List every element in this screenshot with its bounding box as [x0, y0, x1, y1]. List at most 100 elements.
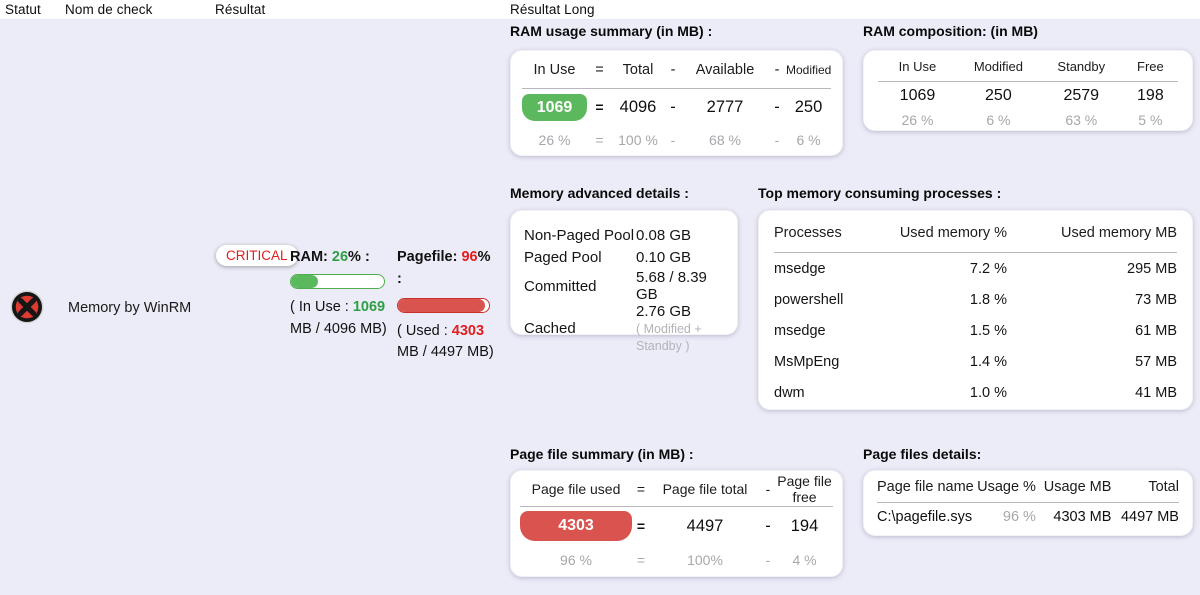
minus-sign: - — [765, 480, 771, 497]
total-mb: 4497 MB — [1120, 509, 1179, 525]
process-name: msedge — [774, 260, 826, 277]
process-mem-mb: 57 MB — [1135, 353, 1177, 370]
process-name: msedge — [774, 322, 826, 339]
ram-usage-summary-values-row: 1069 = 4096 - 2777 - 250 — [522, 89, 831, 125]
col-total: Total — [1148, 478, 1179, 495]
pagefile-details-row: C:\pagefile.sys 96 % 4303 MB 4497 MB — [877, 503, 1179, 531]
ram-composition-header-row: In Use Modified Standby Free — [878, 51, 1178, 82]
pagefile-gauge-detail: ( Used : 4303 MB / 4497 MB) — [397, 321, 497, 365]
pagefile-gauge: Pagefile: 96% : ( Used : 4303 MB / 4497 … — [397, 247, 497, 364]
free-percent: 5 % — [1138, 112, 1163, 128]
process-row: MsMpEng 1.4 % 57 MB — [774, 346, 1177, 377]
minus-sign: - — [765, 552, 771, 568]
modified-percent: 6 % — [986, 112, 1011, 128]
equals-sign: = — [595, 99, 604, 115]
modified-percent: 6 % — [796, 132, 821, 148]
process-row: powershell 1.8 % 73 MB — [774, 284, 1177, 315]
ram-composition-card: In Use Modified Standby Free 1069 250 25… — [863, 50, 1193, 131]
advanced-row: Committed 5.68 / 8.39 GB — [524, 269, 724, 303]
ram-usage-summary-card: In Use = Total - Available - Modified 10… — [510, 50, 843, 156]
total-value: 4096 — [619, 97, 657, 116]
advanced-row: Paged Pool 0.10 GB — [524, 247, 724, 270]
col-standby: Standby — [1057, 58, 1106, 74]
col-in-use: In Use — [898, 58, 937, 74]
ram-progress-bar — [290, 273, 385, 289]
ram-usage-summary-header-row: In Use = Total - Available - Modified — [522, 51, 831, 89]
equals-sign: = — [636, 552, 646, 568]
column-header-nom-de-check[interactable]: Nom de check — [65, 2, 153, 17]
page-file-used-badge: 4303 — [520, 511, 632, 541]
ram-composition-values-row: 1069 250 2579 198 — [878, 82, 1178, 109]
in-use-value-badge: 1069 — [522, 93, 587, 121]
col-page-file-total: Page file total — [662, 480, 748, 497]
column-header-statut[interactable]: Statut — [5, 2, 41, 17]
cached-value: 2.76 GB — [636, 303, 692, 320]
col-modified: Modified — [973, 58, 1023, 74]
ram-gauge: RAM: 26% : ( In Use : 1069 MB / 4096 MB) — [290, 247, 394, 340]
ram-detail-suffix: MB / 4096 MB) — [290, 320, 387, 337]
process-row: msedge 1.5 % 61 MB — [774, 315, 1177, 346]
col-usage-mb: Usage MB — [1043, 478, 1112, 495]
col-page-file-used: Page file used — [531, 480, 621, 497]
col-free: Free — [1137, 58, 1164, 74]
standby-percent: 63 % — [1065, 112, 1098, 128]
pagefile-details-card: Page file name Usage % Usage MB Total C:… — [863, 470, 1193, 536]
process-name: MsMpEng — [774, 353, 840, 370]
in-use-percent: 26 % — [901, 112, 934, 128]
minus-sign: - — [774, 132, 780, 148]
pagefile-wrapped-colon: : — [397, 270, 402, 287]
ram-usage-summary-title: RAM usage summary (in MB) : — [510, 23, 713, 39]
col-usage-pct: Usage % — [977, 478, 1036, 495]
available-value: 2777 — [706, 97, 744, 116]
check-name[interactable]: Memory by WinRM — [68, 300, 192, 316]
severity-badge: CRITICAL — [216, 245, 298, 266]
memory-advanced-title: Memory advanced details : — [510, 185, 689, 201]
process-name: powershell — [774, 291, 844, 308]
table-column-header: Statut Nom de check Résultat Résultat Lo… — [0, 0, 1200, 20]
col-page-file-name: Page file name — [877, 478, 974, 495]
process-row: msedge 7.2 % 295 MB — [774, 253, 1177, 284]
process-mem-pct: 7.2 % — [969, 260, 1007, 277]
page-file-total-value: 4497 — [686, 516, 724, 535]
process-mem-mb: 295 MB — [1127, 260, 1177, 277]
page-file-free-percent: 4 % — [792, 552, 817, 568]
pagefile-details-header-row: Page file name Usage % Usage MB Total — [877, 471, 1179, 503]
usage-percent: 96 % — [1002, 509, 1036, 525]
modified-value: 250 — [794, 97, 823, 116]
non-paged-pool-value: 0.08 GB — [636, 226, 692, 244]
col-available: Available — [695, 61, 755, 78]
page-file-used-percent: 96 % — [560, 552, 592, 568]
process-name: dwm — [774, 384, 805, 401]
ram-composition-percents-row: 26 % 6 % 63 % 5 % — [878, 109, 1178, 131]
col-used-memory-pct: Used memory % — [899, 224, 1007, 241]
col-modified: Modified — [786, 62, 832, 77]
process-mem-pct: 1.4 % — [969, 353, 1007, 370]
process-mem-pct: 1.8 % — [969, 291, 1007, 308]
paged-pool-label: Paged Pool — [524, 249, 602, 267]
total-percent: 100 % — [618, 132, 658, 148]
col-total: Total — [622, 61, 654, 78]
pagefile-progress-bar-fill — [398, 298, 486, 312]
column-header-resultat[interactable]: Résultat — [215, 2, 266, 17]
pagefile-percent-suffix: % — [477, 249, 491, 265]
critical-x-icon — [10, 290, 44, 324]
pagefile-percent-value: 96 — [461, 249, 478, 265]
pagefile-detail-prefix: ( Used : — [397, 322, 448, 339]
col-used-memory-mb: Used memory MB — [1060, 224, 1177, 241]
col-processes: Processes — [774, 224, 842, 241]
advanced-row: Non-Paged Pool 0.08 GB — [524, 224, 724, 247]
process-mem-mb: 41 MB — [1135, 384, 1177, 401]
equals-sign: = — [595, 61, 604, 78]
pagefile-progress-bar — [397, 297, 490, 313]
free-value: 198 — [1137, 86, 1164, 104]
pagefile-summary-header-row: Page file used = Page file total - Page … — [520, 471, 833, 507]
minus-sign: - — [774, 97, 780, 116]
column-header-resultat-long[interactable]: Résultat Long — [510, 2, 595, 17]
page-file-free-value: 194 — [790, 516, 819, 535]
equals-sign: = — [636, 480, 646, 497]
equals-sign: = — [595, 132, 604, 148]
critical-status-icon[interactable] — [10, 290, 44, 324]
memory-advanced-card: Non-Paged Pool 0.08 GB Paged Pool 0.10 G… — [510, 210, 738, 353]
cached-label: Cached — [524, 320, 576, 337]
